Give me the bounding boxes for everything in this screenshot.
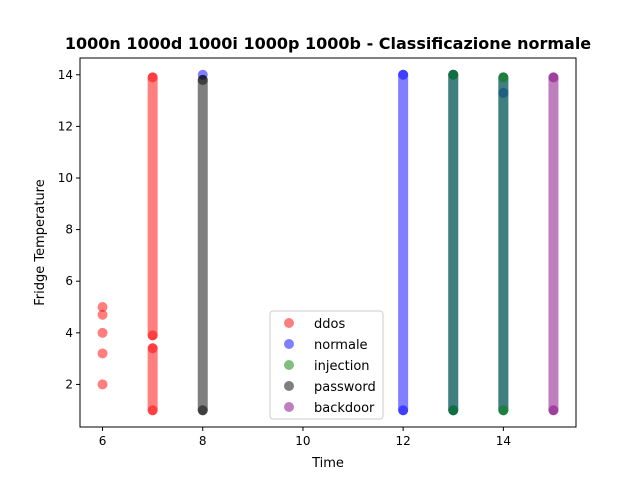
point-ddos (147, 72, 158, 83)
y-tick-label: 14 (58, 68, 73, 82)
point-ddos (147, 330, 158, 341)
series-injection (448, 69, 509, 416)
point-normale (398, 69, 409, 80)
x-tick-label: 8 (199, 434, 207, 448)
point-cluster-ddos (147, 343, 158, 416)
y-tick-label: 8 (65, 223, 73, 237)
point-cluster-normale (398, 69, 409, 416)
x-tick-label: 6 (99, 434, 107, 448)
x-axis-label: Time (311, 456, 344, 471)
x-tick-label: 14 (496, 434, 511, 448)
x-axis: 6 8 10 12 14 (99, 427, 511, 448)
point-normale (398, 405, 409, 416)
y-tick-label: 4 (65, 326, 73, 340)
point-injection (498, 72, 509, 83)
legend-label-injection: injection (314, 359, 370, 374)
point-cluster-injection (448, 69, 459, 416)
legend-marker-ddos (284, 318, 294, 328)
x-tick-label: 12 (396, 434, 411, 448)
point-ddos (97, 327, 108, 338)
point-ddos (97, 302, 108, 313)
axes-frame (79, 57, 577, 428)
series-ddos (97, 72, 158, 416)
point-password (197, 74, 208, 85)
point-cluster-ddos (147, 72, 158, 341)
y-tick-label: 2 (65, 377, 73, 391)
y-axis-label: Fridge Temperature (33, 179, 48, 305)
point-cluster-injection (498, 72, 509, 416)
y-axis: 2 4 6 8 10 12 14 (58, 68, 80, 391)
legend-marker-password (284, 381, 294, 391)
plot-area (97, 69, 559, 416)
y-tick-label: 6 (65, 274, 73, 288)
point-ddos (97, 348, 108, 359)
point-injection (448, 405, 459, 416)
point-ddos (147, 343, 158, 354)
x-tick-label: 10 (295, 434, 310, 448)
legend-marker-backdoor (284, 402, 294, 412)
point-ddos (97, 379, 108, 390)
point-cluster-backdoor (548, 72, 559, 416)
point-cluster-password (197, 74, 208, 416)
chart-title: 1000n 1000d 1000i 1000p 1000b - Classifi… (65, 34, 591, 53)
legend-marker-normale (284, 339, 294, 349)
legend-label-normale: normale (314, 338, 368, 353)
legend-marker-injection (284, 360, 294, 370)
legend-label-backdoor: backdoor (314, 401, 375, 416)
point-ddos (147, 405, 158, 416)
legend-label-password: password (314, 380, 376, 395)
series-backdoor (548, 72, 559, 416)
series-password (197, 74, 208, 416)
point-backdoor (548, 72, 559, 83)
point-injection (448, 69, 459, 80)
point-password (197, 405, 208, 416)
legend-box (269, 310, 384, 420)
y-tick-label: 12 (58, 119, 73, 133)
point-backdoor (548, 405, 559, 416)
legend: ddos normale injection password backdoor (269, 310, 384, 420)
y-tick-label: 10 (58, 171, 73, 185)
legend-label-ddos: ddos (314, 317, 345, 332)
point-injection (498, 405, 509, 416)
point-ddos (97, 309, 108, 320)
